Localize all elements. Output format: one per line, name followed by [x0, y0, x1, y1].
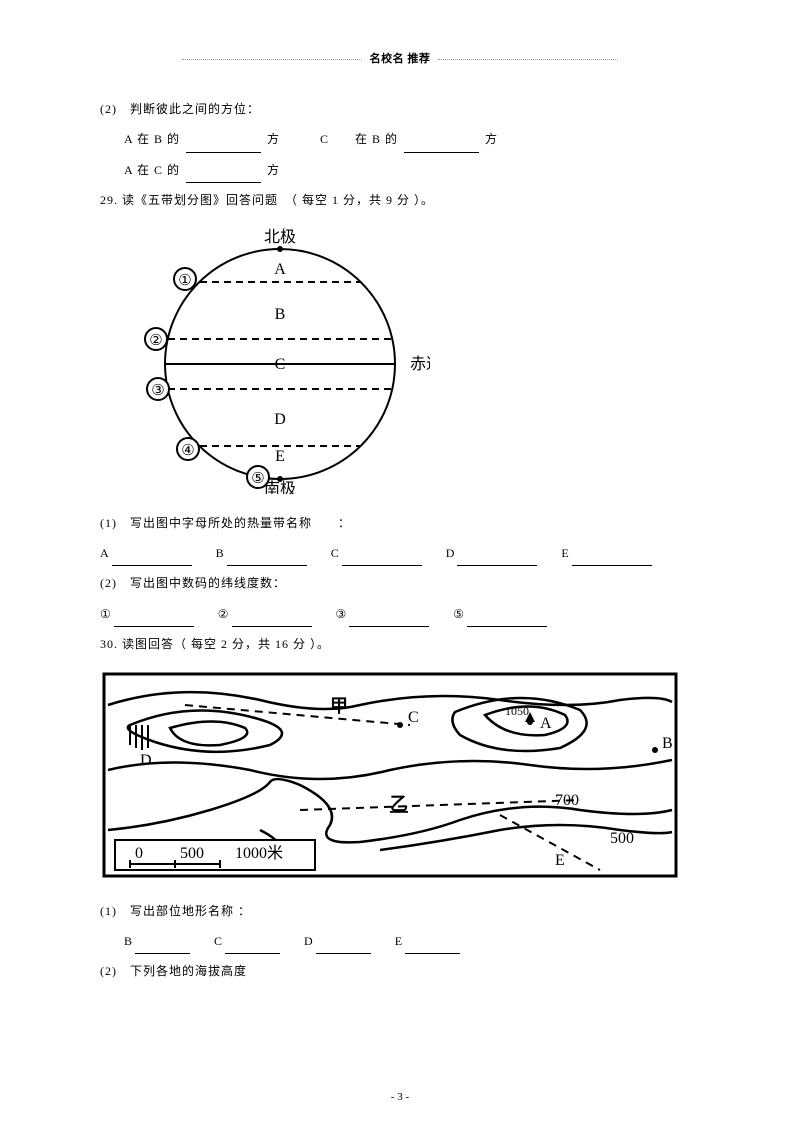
blank [225, 940, 280, 954]
svg-text:D: D [274, 411, 286, 428]
num-3: ③ [147, 378, 169, 400]
svg-text:E: E [555, 852, 565, 869]
num-4: ④ [177, 438, 199, 460]
svg-text:1000米: 1000米 [235, 844, 283, 862]
q30-part1-blanks: B C D E [100, 928, 700, 954]
blank [112, 552, 192, 566]
svg-text:0: 0 [135, 845, 143, 862]
svg-text:③: ③ [151, 383, 164, 399]
q30-part2-label: (2) 下列各地的海拔高度 [100, 958, 700, 984]
svg-text:A: A [540, 715, 552, 732]
q30-part1-label: (1) 写出部位地形名称 ： [100, 898, 700, 924]
north-label: 北极 [264, 228, 296, 246]
svg-text:⑤: ⑤ [251, 471, 264, 487]
q28-part2-label: (2) 判断彼此之间的方位： [100, 96, 700, 122]
svg-text:500: 500 [610, 830, 634, 847]
num-1: ① [174, 268, 196, 290]
svg-text:A: A [274, 261, 286, 278]
svg-text:700: 700 [555, 792, 579, 809]
svg-text:甲: 甲 [330, 696, 348, 716]
q29-part2-label: (2) 写出图中数码的纬线度数： [100, 570, 700, 596]
blank [232, 613, 312, 627]
q29-title: 29. 读《五带划分图》回答问题 （ 每空 1 分，共 9 分 ）。 [100, 187, 700, 213]
blank [186, 139, 261, 153]
blank [404, 139, 479, 153]
q28-l1-d: 方 [485, 132, 498, 146]
svg-text:乙: 乙 [390, 794, 408, 814]
svg-text:1050: 1050 [505, 704, 529, 718]
q28-l1-a: A 在 B 的 [124, 132, 180, 146]
equator-label: 赤道 [410, 355, 430, 373]
svg-text:C: C [408, 709, 419, 726]
contour-map-diagram: 甲 C A 1050 B D 乙 E 700 500 0 500 1000米 [100, 670, 700, 884]
svg-text:D: D [140, 752, 152, 769]
blank [342, 552, 422, 566]
page-number: - 3 - [391, 1091, 409, 1103]
blank [186, 169, 261, 183]
svg-text:④: ④ [181, 443, 194, 459]
q29-part1-label: (1) 写出图中字母所处的热量带名称 ： [100, 510, 700, 536]
q28-l1-b: 方 [267, 132, 280, 146]
svg-text:①: ① [178, 273, 191, 289]
svg-text:B: B [662, 735, 673, 752]
blank [405, 940, 460, 954]
svg-text:C: C [275, 356, 286, 373]
q29-part2-blanks: ① ② ③ ⑤ [100, 601, 700, 627]
q29-part1-blanks: A B C D E [100, 540, 700, 566]
q28-line1: A 在 B 的 方 C 在 B 的 方 [100, 126, 700, 152]
q28-l2-b: 方 [267, 163, 280, 177]
svg-text:500: 500 [180, 845, 204, 862]
header-text: 名校名 推荐 [370, 53, 431, 65]
blank [227, 552, 307, 566]
blank [135, 940, 190, 954]
blank [467, 613, 547, 627]
svg-text:B: B [275, 306, 286, 323]
blank [114, 613, 194, 627]
blank [457, 552, 537, 566]
blank [349, 613, 429, 627]
svg-text:②: ② [149, 333, 162, 349]
blank [316, 940, 371, 954]
svg-text:E: E [275, 448, 285, 465]
num-5: ⑤ [247, 466, 269, 488]
num-2: ② [145, 328, 167, 350]
q28-line2: A 在 C 的 方 [100, 157, 700, 183]
q30-title: 30. 读图回答（ 每空 2 分，共 16 分 ）。 [100, 631, 700, 657]
page-footer: - 3 - [0, 1091, 800, 1103]
five-zones-diagram: 北极 南极 赤道 A B C D E ① ② ③ ④ ⑤ [130, 224, 700, 498]
blank [572, 552, 652, 566]
q28-l2-a: A 在 C 的 [124, 163, 180, 177]
page-header: 名校名 推荐 [100, 50, 700, 66]
q28-l1-c: C 在 B 的 [320, 132, 398, 146]
